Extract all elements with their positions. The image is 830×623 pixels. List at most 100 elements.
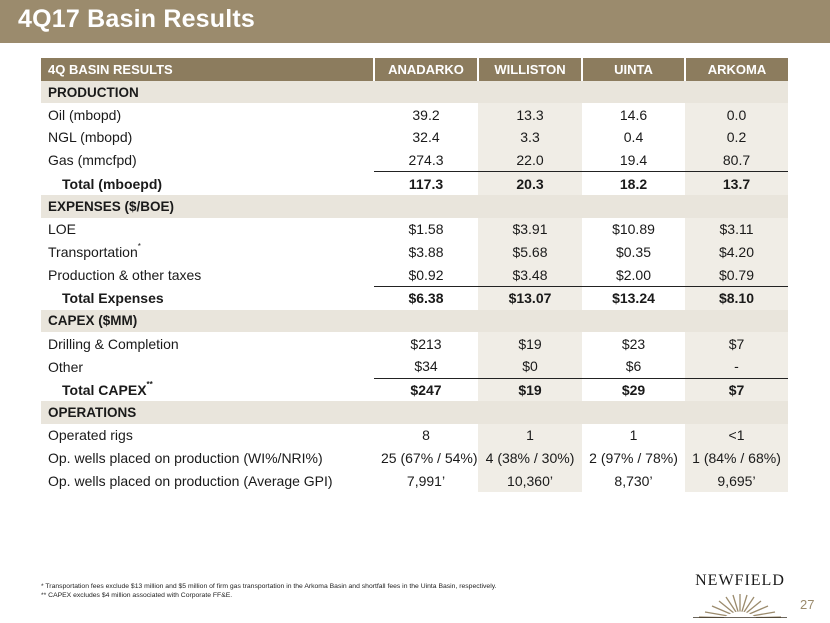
footnote-capex: ** CAPEX excludes $4 million associated … (41, 592, 233, 599)
row-label-cell: LOE (41, 218, 374, 241)
table-row: Op. wells placed on production (Average … (41, 469, 788, 493)
value-cell: 2 (97% / 78%) (589, 450, 678, 467)
header-williston: WILLISTON (477, 58, 582, 81)
table-row: Operated rigs 8 1 1 <1 (41, 424, 788, 447)
row-label-cell: Production & other taxes (41, 263, 374, 286)
row-label: Gas (mmcfpd) (48, 152, 137, 169)
value-cell: 8,730’ (614, 472, 653, 489)
section-cell (685, 309, 788, 333)
footnote-transportation: * Transportation fees exclude $13 millio… (41, 583, 497, 590)
section-cell (478, 195, 582, 218)
value-cell: 13.7 (685, 171, 788, 196)
value-cell: 80.7 (685, 148, 788, 172)
table-row: Transportation* $3.88 $5.68 $0.35 $4.20 (41, 240, 788, 264)
value-cell: $213 (410, 335, 442, 352)
row-label-cell: Gas (mmcfpd) (41, 149, 374, 172)
section-row: EXPENSES ($/BOE) (41, 195, 788, 218)
row-label-cell: Transportation* (41, 241, 374, 264)
section-title: CAPEX ($MM) (41, 309, 374, 333)
total-row: Total Expenses $6.38 $13.07 $13.24 $8.10 (41, 285, 788, 310)
section-cell (582, 195, 685, 218)
row-label-cell: Operated rigs (41, 424, 374, 447)
table-row: Oil (mbopd) 39.2 13.3 14.6 0.0 (41, 103, 788, 127)
value-cell: 20.3 (478, 171, 582, 196)
value-cell: $29 (582, 377, 685, 402)
row-label: Op. wells placed on production (Average … (48, 472, 333, 489)
section-cell (374, 80, 478, 104)
value-cell: 39.2 (412, 106, 440, 123)
table-body: PRODUCTION Oil (mbopd) 39.2 13.3 14.6 0.0 NGL … (41, 80, 788, 493)
page-number: 27 (800, 597, 815, 612)
table-row: NGL (mbopd) 32.4 3.3 0.4 0.2 (41, 126, 788, 149)
basin-results-table: 4Q BASIN RESULTS ANADARKO WILLISTON UINT… (41, 58, 788, 493)
row-label: Production & other taxes (48, 266, 202, 283)
value-cell: $5.68 (478, 240, 582, 264)
value-cell: $13.24 (582, 285, 685, 310)
slide-title: 4Q17 Basin Results (18, 5, 256, 33)
value-cell: 4 (38% / 30%) (478, 446, 582, 470)
section-cell (374, 195, 478, 218)
section-cell (478, 401, 582, 424)
value-cell: 0.2 (685, 126, 788, 149)
value-cell: $0.35 (615, 243, 652, 260)
value-cell: 25 (67% / 54%) (381, 450, 478, 467)
value-cell: $19 (478, 377, 582, 402)
section-cell (685, 401, 788, 424)
value-cell: 1 (84% / 68%) (685, 446, 788, 470)
total-row: Total CAPEX** $247 $19 $29 $7 (41, 377, 788, 402)
section-cell (685, 80, 788, 104)
row-label-cell: NGL (mbopd) (41, 126, 374, 149)
row-label-cell: Total (mboepd) (41, 172, 374, 195)
value-cell: 13.3 (478, 103, 582, 127)
footnote-marker: ** (146, 379, 153, 389)
section-cell (582, 309, 685, 333)
section-cell (374, 401, 478, 424)
value-cell: 19.4 (619, 152, 648, 169)
value-cell: $4.20 (685, 240, 788, 264)
table-row: Op. wells placed on production (WI%/NRI%… (41, 446, 788, 470)
value-cell: $6 (625, 358, 642, 375)
section-row: CAPEX ($MM) (41, 309, 788, 333)
value-cell: $0.79 (685, 263, 788, 287)
value-cell: $10.89 (612, 221, 655, 238)
row-label: Op. wells placed on production (WI%/NRI%… (48, 450, 323, 467)
row-label-cell: Total CAPEX** (41, 378, 374, 401)
value-cell: $19 (478, 332, 582, 355)
value-cell: $3.48 (478, 263, 582, 287)
value-cell: $3.91 (478, 217, 582, 241)
header-uinta: UINTA (581, 58, 685, 81)
value-cell: 117.3 (374, 171, 478, 196)
row-label-cell: Drilling & Completion (41, 332, 374, 355)
value-cell: - (685, 354, 788, 379)
row-label-cell: Total Expenses (41, 286, 374, 309)
table-row: Production & other taxes $0.92 $3.48 $2.00 $… (41, 263, 788, 287)
value-cell: $1.58 (408, 221, 444, 238)
value-cell: $2.00 (615, 266, 652, 283)
row-label: Total Expenses (62, 289, 164, 306)
value-cell: 3.3 (478, 126, 582, 149)
row-label: NGL (mbopd) (48, 129, 133, 146)
row-label-cell: Other (41, 355, 374, 378)
section-cell (478, 80, 582, 104)
table-row: Gas (mmcfpd) 274.3 22.0 19.4 80.7 (41, 148, 788, 172)
header-arkoma: ARKOMA (684, 58, 788, 81)
table-header-row: 4Q BASIN RESULTS ANADARKO WILLISTON UINT… (41, 58, 788, 81)
value-cell: <1 (685, 424, 788, 447)
row-label: Drilling & Completion (48, 335, 179, 352)
value-cell: 9,695’ (685, 469, 788, 493)
value-cell: 14.6 (619, 106, 648, 123)
value-cell: 22.0 (478, 148, 582, 172)
row-label: Total CAPEX (62, 381, 147, 398)
value-cell: $23 (621, 335, 646, 352)
value-cell: $0.92 (408, 266, 444, 283)
value-cell: 0.4 (623, 129, 644, 146)
value-cell: 8 (422, 427, 430, 444)
value-cell: 10,360’ (478, 469, 582, 493)
value-cell: $247 (374, 377, 478, 402)
section-cell (582, 401, 685, 424)
row-label: Operated rigs (48, 427, 133, 444)
value-cell: $3.11 (685, 217, 788, 241)
value-cell: $0 (478, 354, 582, 379)
header-anadarko: ANADARKO (373, 58, 478, 81)
table-row: Other $34 $0 $6 - (41, 354, 788, 379)
